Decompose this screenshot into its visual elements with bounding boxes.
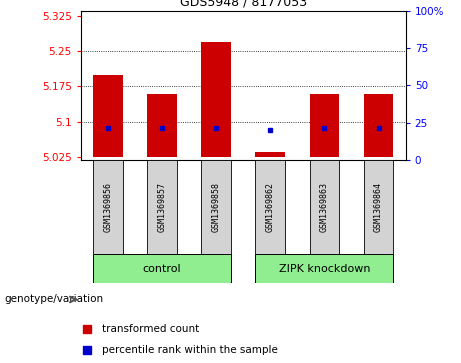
Text: GSM1369862: GSM1369862 [266, 182, 275, 232]
Bar [364, 94, 394, 157]
Bar [201, 160, 231, 254]
Bar [255, 160, 285, 254]
Text: genotype/variation: genotype/variation [5, 294, 104, 305]
Bar [201, 42, 231, 157]
Text: percentile rank within the sample: percentile rank within the sample [102, 345, 278, 355]
Bar [309, 160, 339, 254]
Bar [147, 160, 177, 254]
Bar [93, 160, 123, 254]
Bar [147, 94, 177, 157]
Bar [93, 254, 231, 283]
Bar [364, 160, 394, 254]
Bar [309, 94, 339, 157]
Text: transformed count: transformed count [102, 324, 199, 334]
Title: GDS5948 / 8177053: GDS5948 / 8177053 [180, 0, 307, 8]
Text: GSM1369857: GSM1369857 [157, 182, 166, 232]
Bar [93, 75, 123, 157]
Text: GSM1369863: GSM1369863 [320, 182, 329, 232]
Text: GSM1369856: GSM1369856 [103, 182, 112, 232]
Text: ZIPK knockdown: ZIPK knockdown [279, 264, 370, 274]
Bar [255, 254, 394, 283]
Text: control: control [142, 264, 181, 274]
Bar [255, 152, 285, 157]
Text: GSM1369858: GSM1369858 [212, 182, 221, 232]
Text: GSM1369864: GSM1369864 [374, 182, 383, 232]
